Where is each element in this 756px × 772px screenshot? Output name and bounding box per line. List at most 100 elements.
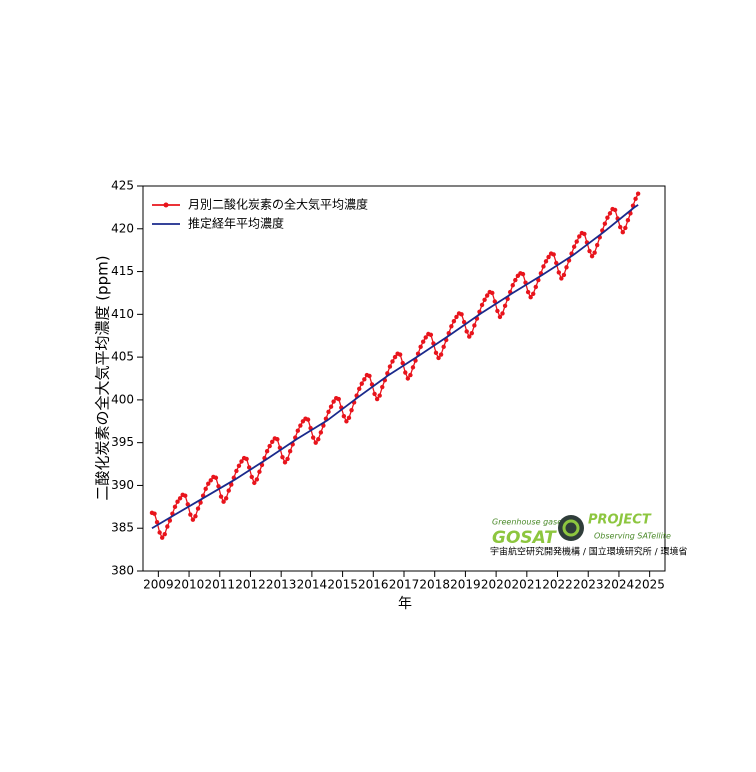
data-point (229, 482, 234, 487)
data-point (208, 478, 213, 483)
x-tick-label: 2011 (204, 578, 235, 592)
x-tick-label: 2014 (297, 578, 328, 592)
data-point (438, 352, 444, 357)
data-point (159, 535, 165, 540)
data-point (520, 271, 526, 277)
data-point (459, 312, 464, 317)
data-point (275, 437, 280, 442)
data-point (254, 477, 260, 482)
data-point (451, 318, 457, 324)
data-point (541, 264, 546, 269)
data-point (165, 524, 170, 529)
data-point (246, 465, 252, 470)
data-point (249, 474, 254, 480)
x-tick-label: 2016 (358, 578, 389, 592)
data-point (418, 344, 423, 350)
data-point (305, 417, 311, 422)
data-point (403, 370, 408, 375)
data-point (618, 224, 623, 230)
x-tick-label: 2025 (634, 578, 665, 592)
data-point (546, 254, 551, 260)
y-tick-label: 395 (111, 435, 134, 449)
data-point (252, 480, 257, 486)
data-point (433, 350, 439, 356)
logo-name: GOSAT (492, 528, 557, 548)
data-point (177, 496, 183, 501)
data-point (372, 391, 377, 397)
data-point (287, 449, 293, 454)
data-point (531, 291, 536, 296)
data-point (589, 253, 595, 259)
data-point (469, 330, 474, 336)
data-point (390, 359, 395, 364)
data-point (190, 517, 196, 522)
data-point (577, 234, 582, 239)
data-point (195, 506, 201, 511)
logo-emblem (558, 515, 584, 541)
data-point (244, 456, 249, 462)
data-point (193, 514, 198, 519)
data-point (326, 409, 331, 415)
data-point (574, 239, 579, 244)
data-point (551, 252, 556, 257)
data-point (436, 355, 441, 361)
data-point (154, 520, 160, 525)
y-tick-label: 425 (111, 179, 134, 193)
x-tick-label: 2020 (481, 578, 512, 592)
y-axis-label: 二酸化炭素の全大気平均濃度 (ppm) (94, 255, 112, 500)
data-point (464, 329, 469, 334)
data-point (282, 460, 288, 465)
data-point (533, 284, 538, 290)
data-point (587, 248, 592, 254)
data-point (400, 360, 405, 366)
data-point (280, 455, 285, 460)
legend-marker (163, 202, 169, 208)
data-point (607, 211, 613, 216)
data-point (408, 372, 413, 378)
logo-subtitle: Observing SATellite (594, 532, 671, 541)
data-point (362, 377, 367, 382)
data-point (264, 449, 270, 454)
data-point (236, 463, 242, 468)
data-point (328, 404, 334, 409)
data-point (310, 435, 316, 440)
x-tick-label: 2019 (450, 578, 481, 592)
data-point (331, 399, 336, 404)
x-tick-label: 2009 (143, 578, 174, 592)
data-point (397, 352, 403, 357)
y-tick-label: 410 (111, 307, 134, 321)
logo-tagline: Greenhouse gases (492, 518, 566, 527)
data-point (162, 532, 167, 537)
logo: Greenhouse gases GOSAT PROJECT Observing… (490, 513, 688, 558)
data-point (405, 376, 411, 381)
y-tick-label: 380 (111, 564, 134, 578)
data-point (510, 283, 515, 288)
data-point (152, 511, 157, 516)
data-point (316, 437, 321, 442)
data-point (502, 303, 508, 308)
data-point (298, 423, 303, 428)
data-point (357, 386, 362, 391)
data-point (620, 230, 625, 235)
data-point (295, 428, 301, 433)
data-point (623, 225, 628, 231)
data-point (267, 443, 272, 449)
x-tick-label: 2018 (419, 578, 450, 592)
data-point (605, 215, 610, 220)
data-point (346, 415, 352, 421)
x-tick-label: 2022 (542, 578, 573, 592)
logo-agencies: 宇宙航空研究開発機構 / 国立環境研究所 / 環境省 (490, 546, 688, 558)
data-point (420, 339, 426, 344)
data-point (635, 191, 641, 196)
x-tick-label: 2012 (235, 578, 266, 592)
data-point (513, 277, 518, 283)
y-tick-label: 385 (111, 521, 134, 535)
data-point (336, 396, 341, 402)
data-point (467, 334, 472, 339)
data-point (374, 396, 380, 402)
data-point (203, 486, 208, 492)
data-point (492, 299, 498, 304)
y-tick-label: 405 (111, 350, 134, 364)
data-point (387, 364, 393, 369)
legend-label: 月別二酸化炭素の全大気平均濃度 (188, 197, 368, 212)
